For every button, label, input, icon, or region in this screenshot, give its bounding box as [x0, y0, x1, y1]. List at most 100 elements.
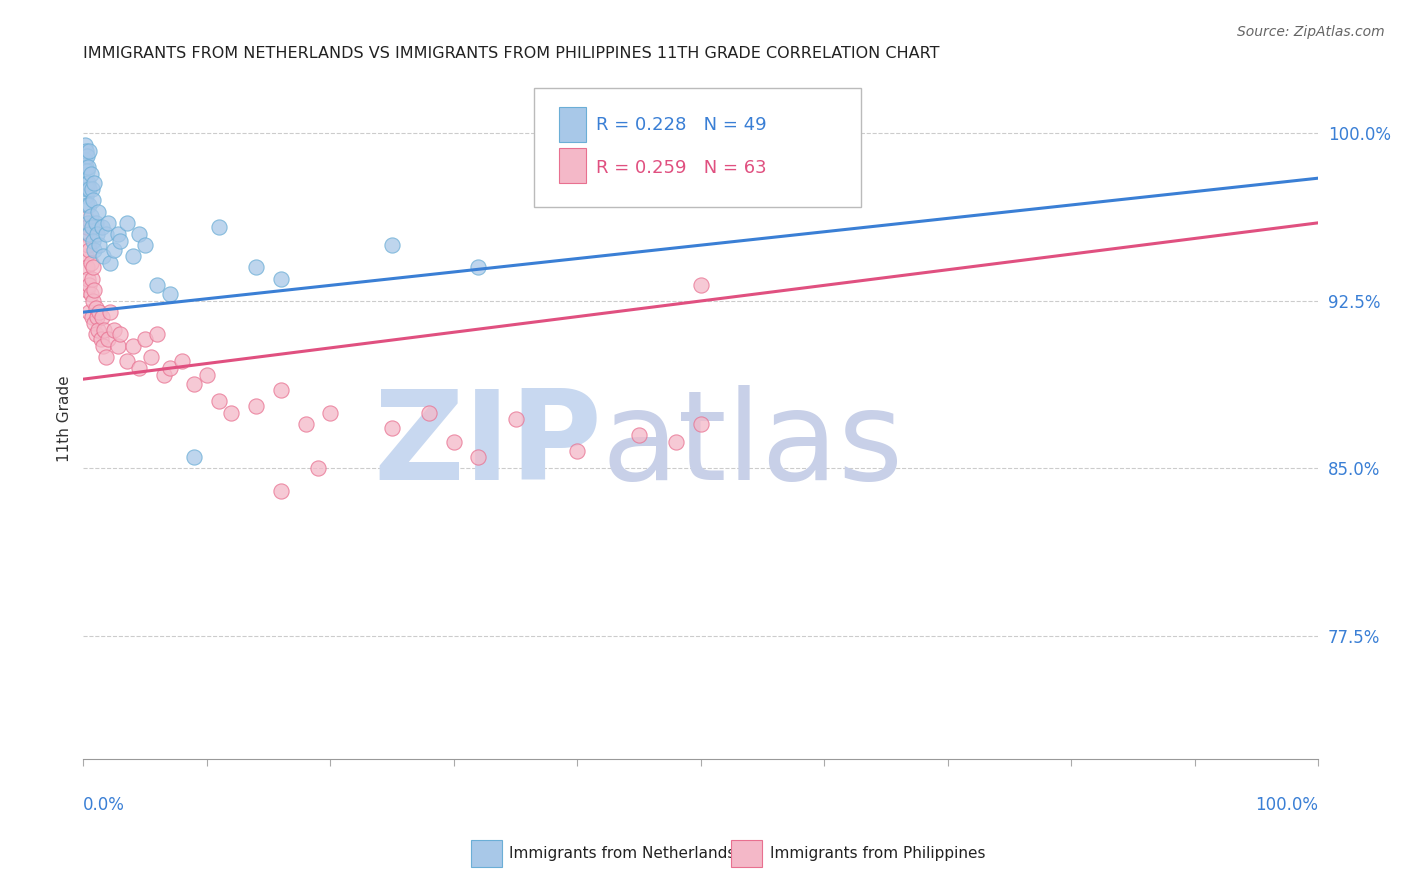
Point [443, 434, 465, 449]
Point [270, 271, 292, 285]
Point [76, 149, 98, 163]
Text: IMMIGRANTS FROM NETHERLANDS VS IMMIGRANTS FROM PHILIPPINES 11TH GRADE CORRELATIO: IMMIGRANTS FROM NETHERLANDS VS IMMIGRANT… [83, 46, 939, 62]
Point [146, 327, 169, 342]
Point [90, 332, 112, 346]
Point [91, 249, 114, 263]
Point [87, 204, 110, 219]
Text: 0.0%: 0.0% [83, 797, 125, 814]
Point [208, 220, 231, 235]
Text: atlas: atlas [602, 385, 904, 506]
Point [628, 428, 651, 442]
Point [97, 332, 120, 346]
Point [103, 243, 125, 257]
Point [115, 216, 138, 230]
Point [79, 227, 101, 241]
Point [73, 137, 96, 152]
Point [76, 260, 98, 275]
Point [172, 354, 194, 368]
Point [77, 216, 100, 230]
Point [245, 260, 267, 275]
Point [80, 256, 103, 270]
Point [90, 220, 112, 235]
Point [467, 260, 489, 275]
Point [82, 293, 104, 308]
Text: 100.0%: 100.0% [1256, 797, 1319, 814]
Point [146, 278, 169, 293]
Point [128, 227, 150, 241]
Point [381, 421, 404, 435]
Point [83, 316, 105, 330]
Point [89, 238, 111, 252]
Point [86, 227, 108, 241]
Point [75, 145, 97, 159]
Point [79, 198, 101, 212]
Point [115, 354, 138, 368]
Point [418, 406, 440, 420]
Point [76, 198, 98, 212]
FancyBboxPatch shape [534, 88, 862, 207]
Point [76, 283, 98, 297]
Point [159, 361, 181, 376]
Point [84, 327, 107, 342]
Point [134, 332, 156, 346]
Point [87, 323, 110, 337]
Point [80, 182, 103, 196]
Point [110, 327, 132, 342]
Point [73, 153, 96, 168]
Point [86, 310, 108, 324]
Text: ZIP: ZIP [373, 385, 602, 506]
Point [84, 216, 107, 230]
Point [121, 338, 143, 352]
Y-axis label: 11th Grade: 11th Grade [58, 375, 72, 461]
Point [183, 450, 205, 465]
Point [76, 220, 98, 235]
Point [90, 310, 112, 324]
Text: Immigrants from Philippines: Immigrants from Philippines [770, 847, 986, 861]
Point [97, 216, 120, 230]
Point [121, 249, 143, 263]
Point [77, 176, 100, 190]
Point [319, 406, 342, 420]
Point [83, 283, 105, 297]
Point [80, 310, 103, 324]
Point [208, 394, 231, 409]
Point [79, 243, 101, 257]
Bar [558, 107, 586, 143]
Point [80, 287, 103, 301]
Point [152, 368, 174, 382]
Point [79, 145, 101, 159]
Point [689, 417, 711, 431]
Point [100, 305, 122, 319]
Point [94, 350, 117, 364]
Point [75, 211, 97, 226]
Point [91, 338, 114, 352]
Point [73, 227, 96, 241]
Point [134, 238, 156, 252]
Point [110, 234, 132, 248]
Text: R = 0.259   N = 63: R = 0.259 N = 63 [596, 160, 766, 178]
Point [195, 368, 218, 382]
Point [221, 406, 243, 420]
Point [100, 256, 122, 270]
Point [245, 399, 267, 413]
Point [381, 238, 404, 252]
Point [307, 461, 329, 475]
Point [79, 182, 101, 196]
Point [76, 164, 98, 178]
Point [80, 220, 103, 235]
Point [689, 278, 711, 293]
Point [505, 412, 527, 426]
Point [82, 234, 104, 248]
Point [77, 160, 100, 174]
Text: Source: ZipAtlas.com: Source: ZipAtlas.com [1237, 25, 1385, 39]
Point [270, 483, 292, 498]
Point [103, 323, 125, 337]
Point [567, 443, 589, 458]
Point [84, 301, 107, 315]
Point [75, 176, 97, 190]
Point [75, 189, 97, 203]
Point [79, 305, 101, 319]
Point [80, 271, 103, 285]
Point [183, 376, 205, 391]
Point [83, 243, 105, 257]
